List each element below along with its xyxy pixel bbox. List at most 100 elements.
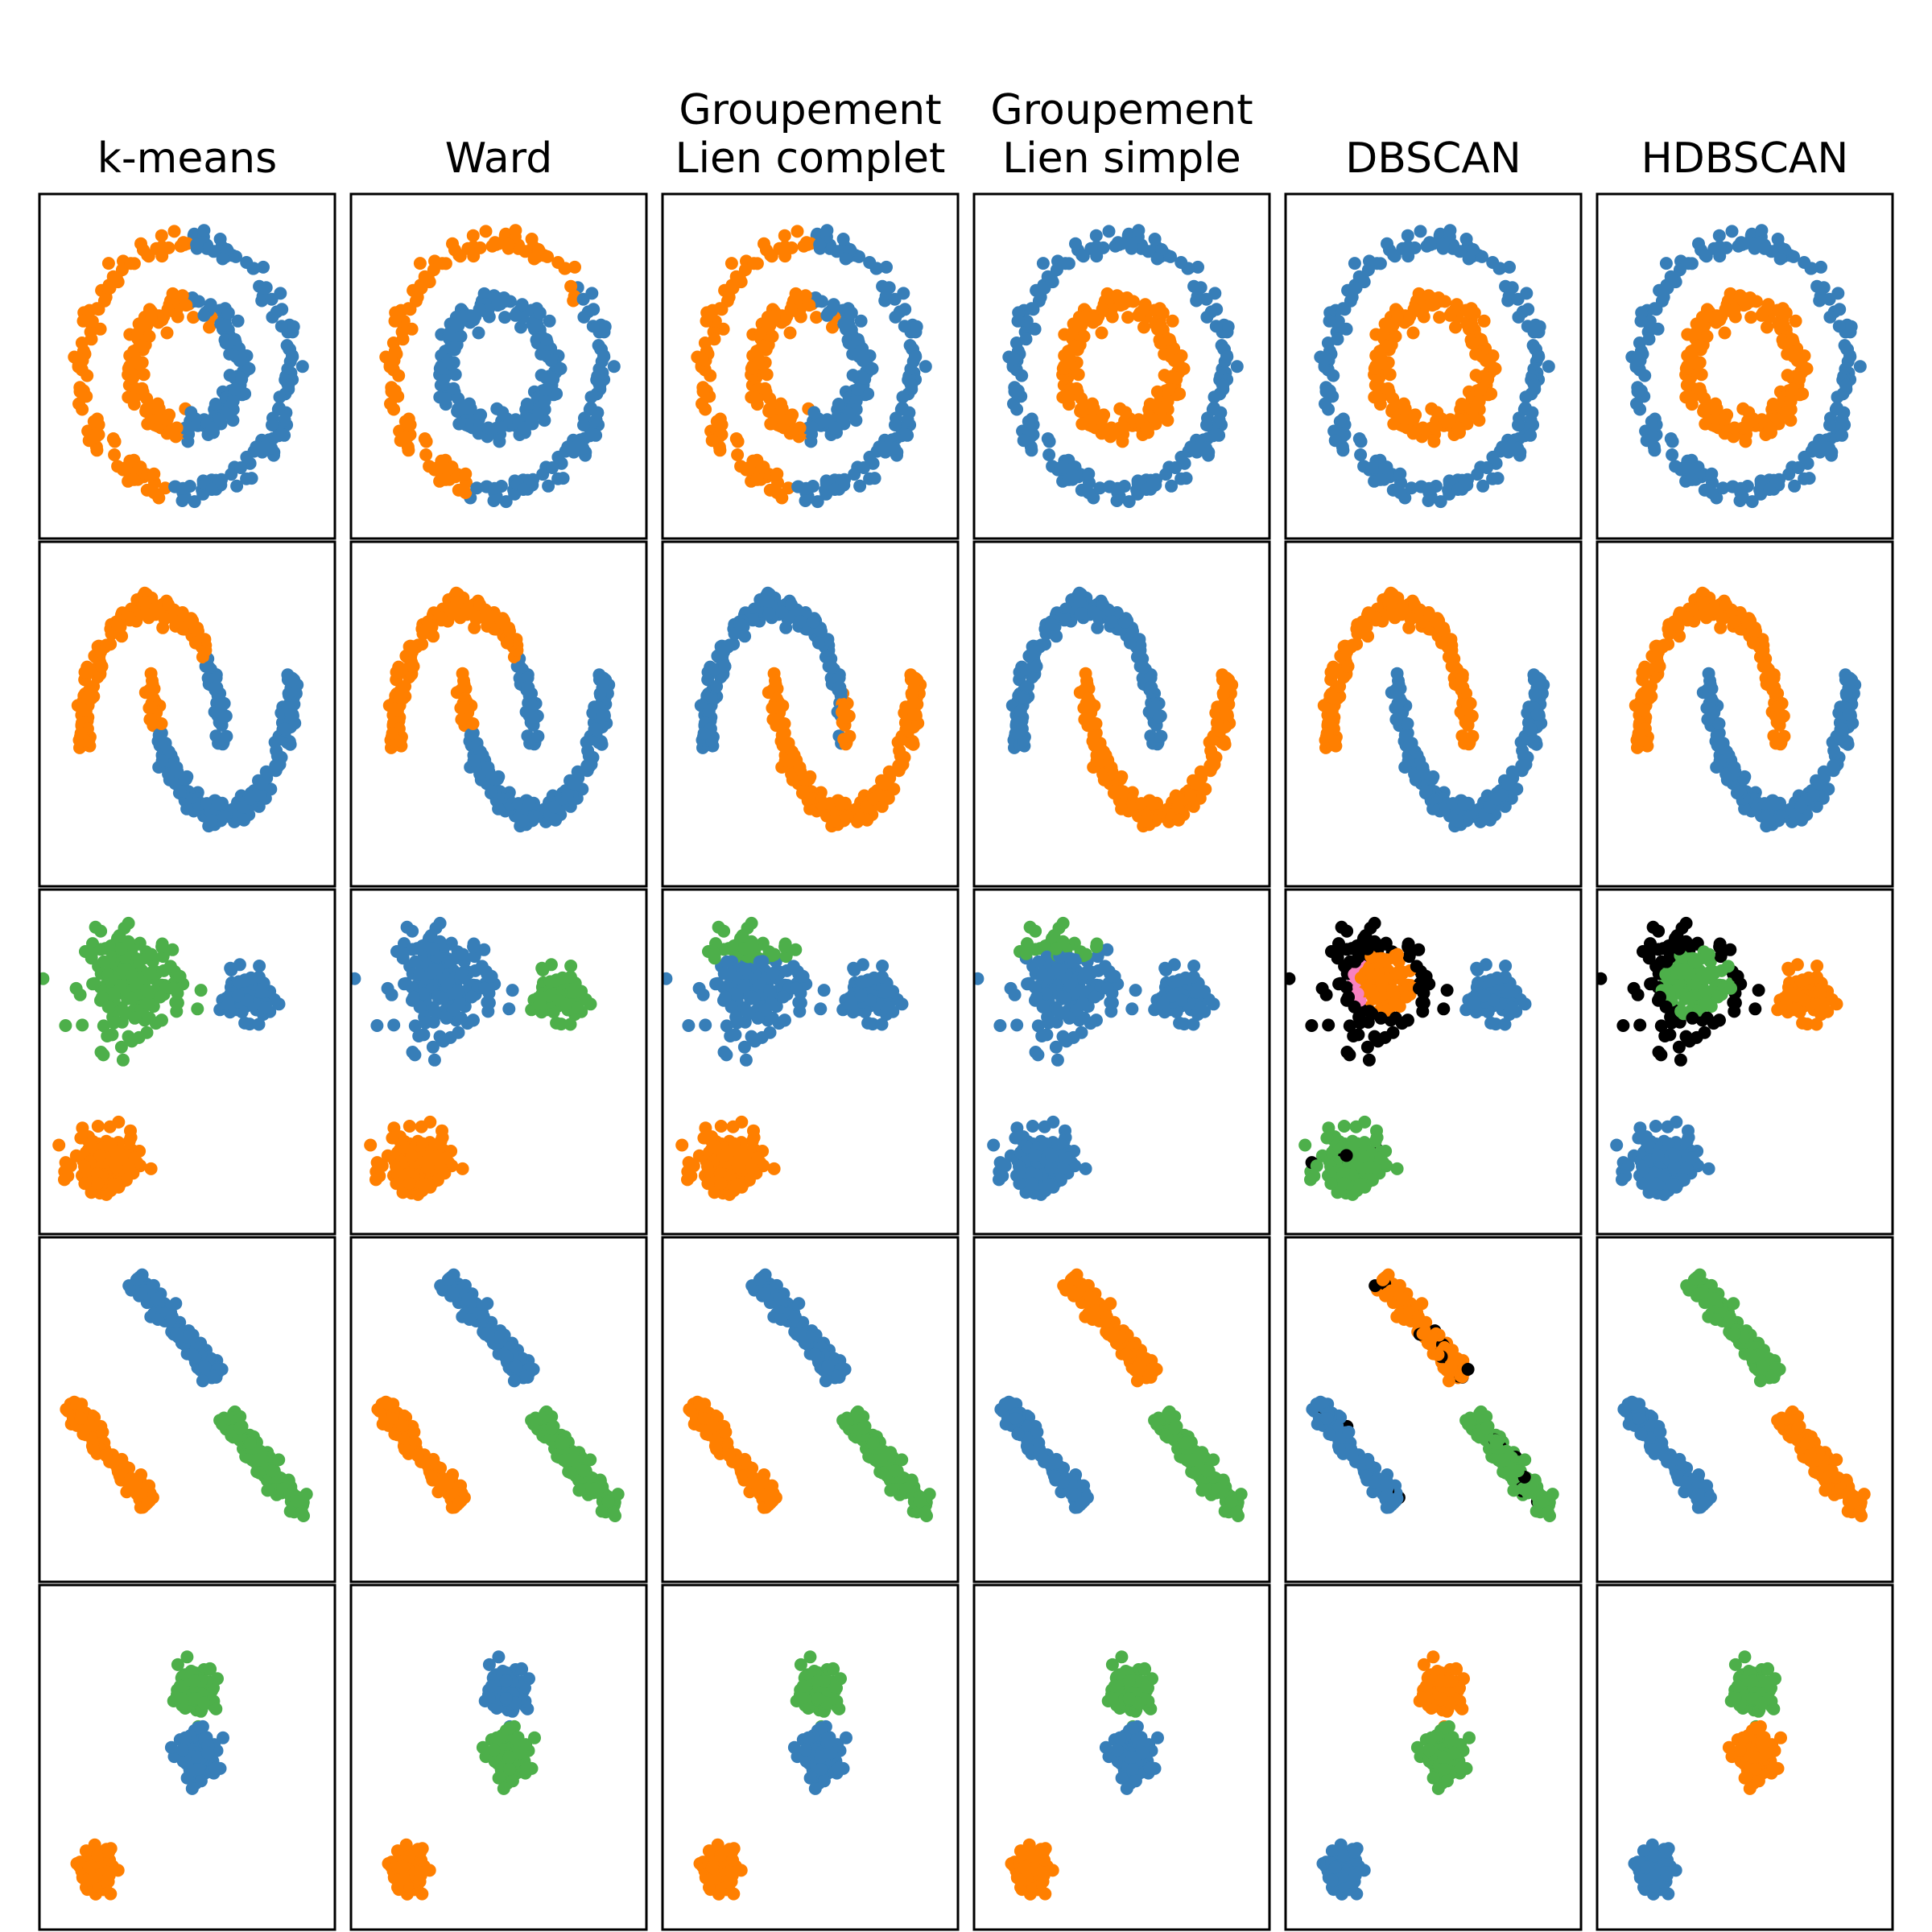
point-169 [1749,625,1762,638]
point-391 [1073,319,1087,332]
point-386 [1216,687,1230,700]
point-374 [184,406,198,419]
point-386 [1771,413,1785,427]
point-179 [791,603,803,617]
point-186 [103,281,117,295]
point-194 [1148,233,1162,246]
point-181 [517,483,530,496]
point-356 [1389,402,1402,415]
point-131 [1336,302,1350,316]
point-134 [1521,303,1535,316]
point-146 [1402,250,1415,263]
point-331 [238,387,252,401]
point-158 [1486,450,1500,464]
point-130 [1637,704,1650,718]
point-190 [1074,607,1088,620]
point-147 [1466,729,1480,743]
point-334 [270,744,283,758]
point-360 [1710,402,1724,415]
point-189 [1036,257,1050,270]
point-310 [1465,318,1479,332]
point-134 [275,303,289,316]
point-197 [1631,385,1645,398]
point-65 [104,939,118,952]
point-373 [1429,421,1443,434]
panel-frame [38,540,336,888]
point-182 [1696,595,1710,609]
point-156 [1323,314,1336,328]
point-161 [1199,441,1213,455]
point-373 [1710,729,1724,742]
point-375 [1455,398,1468,411]
point-344 [1464,333,1478,347]
point-171 [746,613,760,627]
point-396 [455,712,469,726]
point-46 [1699,248,1712,262]
point-396 [205,421,219,435]
point-176 [1111,481,1125,495]
point-176 [488,481,502,495]
point-78 [134,237,147,250]
point-396 [1701,712,1715,726]
point-394 [443,327,456,341]
point-130 [97,1048,110,1062]
point-199 [1373,257,1387,270]
point-315 [844,306,858,320]
point-393 [1416,421,1430,435]
point-315 [533,306,547,320]
point-391 [596,708,609,721]
point-398 [1703,674,1716,687]
point-398 [1392,674,1405,687]
point-339 [549,813,563,827]
point-397 [1387,417,1401,431]
point-175 [527,252,541,266]
point-192 [275,320,288,333]
point-344 [1153,333,1166,347]
point-155 [1533,320,1546,333]
point-396 [517,421,530,435]
point-171 [597,350,611,364]
point-182 [762,595,775,609]
point-338 [1793,371,1806,385]
point-162 [868,472,881,485]
point-147 [843,729,857,743]
point-323 [223,369,237,382]
point-103 [397,315,411,328]
point-226 [854,314,868,328]
point-387 [155,754,169,768]
point-389 [1728,303,1741,316]
point-326 [1073,338,1087,352]
point-398 [769,674,782,687]
point-377 [745,361,758,375]
point-80 [1782,468,1796,481]
point-186 [1645,679,1658,693]
point-88 [273,390,287,404]
point-129 [234,461,247,474]
points-noisy_circles-single [1002,224,1244,509]
point-391 [762,319,775,332]
points-noisy_moons-dbscan [1317,586,1550,833]
point-388 [554,362,568,375]
point-177 [888,292,902,306]
point-373 [1398,729,1412,742]
point-130 [390,704,404,718]
point-176 [1767,671,1781,685]
point-393 [793,421,807,435]
point-151 [878,294,892,308]
point-250 [1137,320,1150,334]
point-397 [1496,788,1509,802]
point-57 [1810,279,1824,293]
point-399 [1719,303,1732,316]
point-174 [152,605,166,619]
point-386 [525,413,539,427]
point-395 [1080,309,1092,323]
point-157 [1200,310,1214,324]
point-47 [88,976,101,990]
point-68 [716,322,730,336]
point-360 [1087,402,1100,415]
point-384 [1381,382,1395,395]
point-250 [1449,320,1462,334]
point-334 [1827,744,1841,758]
point-187 [840,710,854,724]
